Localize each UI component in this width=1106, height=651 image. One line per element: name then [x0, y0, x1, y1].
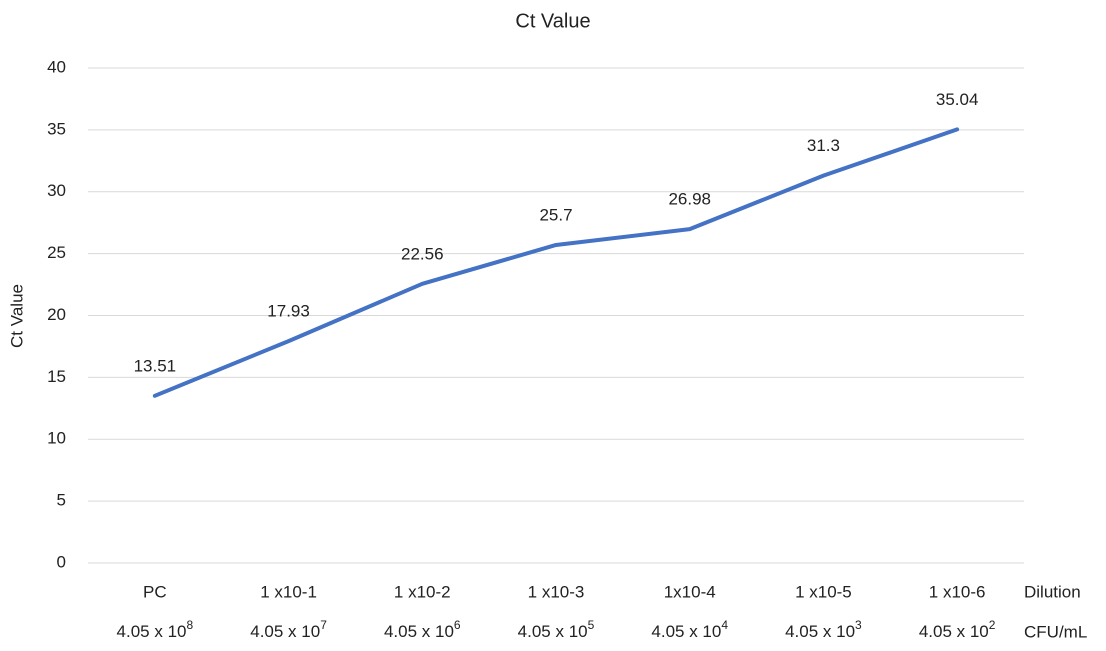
x-cfu-label: 4.05 x 104: [651, 618, 728, 641]
y-tick-label: 25: [47, 243, 66, 262]
cfu-exponent: 8: [186, 618, 193, 632]
y-tick-label: 15: [47, 367, 66, 386]
row-label: Dilution: [1024, 582, 1081, 601]
x-cfu-label: 4.05 x 102: [919, 618, 996, 641]
y-tick-label: 0: [57, 552, 66, 571]
cfu-base: 4.05 x 10: [117, 622, 187, 641]
cfu-base: 4.05 x 10: [785, 622, 855, 641]
x-cfu-label: 4.05 x 103: [785, 618, 862, 641]
row-label: CFU/mL: [1024, 622, 1087, 641]
x-tick-label: 1 x10-3: [528, 582, 585, 601]
data-label: 17.93: [267, 302, 310, 321]
y-tick-label: 40: [47, 57, 66, 76]
line: [152, 127, 960, 398]
chart-title: Ct Value: [515, 10, 590, 32]
y-axis-label: Ct Value: [7, 284, 26, 348]
cfu-exponent: 7: [320, 618, 327, 632]
y-tick-label: 10: [47, 429, 66, 448]
data-label: 35.04: [936, 90, 979, 109]
cfu-base: 4.05 x 10: [250, 622, 320, 641]
y-tick-label: 5: [57, 491, 66, 510]
x-tick-label: 1 x10-2: [394, 582, 451, 601]
cfu-base: 4.05 x 10: [919, 622, 989, 641]
x-tick-label: 1 x10-5: [795, 582, 852, 601]
data-label: 22.56: [401, 244, 444, 263]
cfu-base: 4.05 x 10: [518, 622, 588, 641]
data-label: 26.98: [668, 190, 711, 209]
cfu-base: 4.05 x 10: [651, 622, 721, 641]
x-cfu-label: 4.05 x 105: [518, 618, 595, 641]
cfu-exponent: 4: [721, 618, 728, 632]
x-cfu-label: 4.05 x 107: [250, 618, 327, 641]
x-tick-label: 1 x10-6: [929, 582, 986, 601]
data-label: 13.51: [134, 356, 177, 375]
cfu-exponent: 6: [454, 618, 461, 632]
y-tick-label: 35: [47, 119, 66, 138]
data-label: 25.7: [539, 205, 572, 224]
y-tick-label: 30: [47, 181, 66, 200]
x-tick-label: PC: [143, 582, 167, 601]
cfu-base: 4.05 x 10: [384, 622, 454, 641]
cfu-exponent: 5: [588, 618, 595, 632]
y-tick-label: 20: [47, 305, 66, 324]
cfu-exponent: 3: [855, 618, 862, 632]
data-label: 31.3: [807, 136, 840, 155]
x-tick-label: 1 x10-1: [260, 582, 317, 601]
cfu-exponent: 2: [989, 618, 996, 632]
x-cfu-label: 4.05 x 108: [117, 618, 194, 641]
x-tick-label: 1x10-4: [664, 582, 716, 601]
x-cfu-label: 4.05 x 106: [384, 618, 461, 641]
